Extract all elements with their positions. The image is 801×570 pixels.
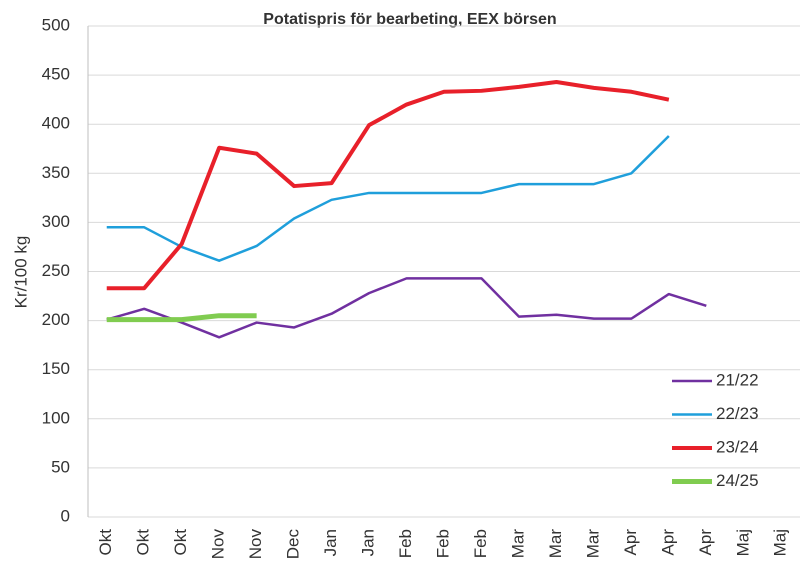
x-tick-label: Maj — [733, 529, 752, 556]
y-tick-label: 400 — [42, 114, 70, 133]
y-tick-label: 0 — [61, 506, 70, 525]
x-tick-label: Okt — [96, 529, 115, 556]
y-tick-label: 50 — [51, 457, 70, 476]
x-tick-label: Apr — [658, 529, 677, 556]
y-axis-label: Kr/100 kg — [11, 236, 30, 309]
y-tick-label: 200 — [42, 310, 70, 329]
x-tick-label: Mar — [508, 529, 527, 559]
x-tick-label: Okt — [171, 529, 190, 556]
x-tick-label: Nov — [246, 529, 265, 560]
y-tick-label: 250 — [42, 261, 70, 280]
y-tick-label: 450 — [42, 65, 70, 84]
legend-label: 21/22 — [716, 370, 759, 389]
legend-label: 22/23 — [716, 404, 759, 423]
x-tick-label: Feb — [433, 529, 452, 558]
x-tick-label: Dec — [284, 529, 303, 560]
y-tick-label: 300 — [42, 212, 70, 231]
x-tick-label: Apr — [696, 529, 715, 556]
series-line — [106, 313, 257, 323]
x-tick-label: Jan — [321, 529, 340, 556]
y-tick-label: 150 — [42, 359, 70, 378]
x-tick-label: Feb — [471, 529, 490, 558]
series-line — [106, 79, 670, 291]
x-tick-label: Maj — [771, 529, 790, 556]
x-tick-label: Okt — [134, 529, 153, 556]
series-line — [106, 277, 707, 339]
x-tick-label: Apr — [621, 529, 640, 556]
legend-label: 23/24 — [716, 437, 759, 456]
x-tick-label: Jan — [359, 529, 378, 556]
chart-title: Potatispris för bearbeting, EEX börsen — [263, 11, 556, 28]
x-tick-label: Feb — [396, 529, 415, 558]
x-tick-label: Mar — [583, 529, 602, 559]
y-tick-label: 500 — [42, 15, 70, 34]
series-line — [106, 135, 670, 262]
x-tick-label: Mar — [546, 529, 565, 559]
legend-label: 24/25 — [716, 471, 759, 490]
y-tick-label: 350 — [42, 163, 70, 182]
y-tick-label: 100 — [42, 408, 70, 427]
x-tick-label: Nov — [209, 529, 228, 560]
